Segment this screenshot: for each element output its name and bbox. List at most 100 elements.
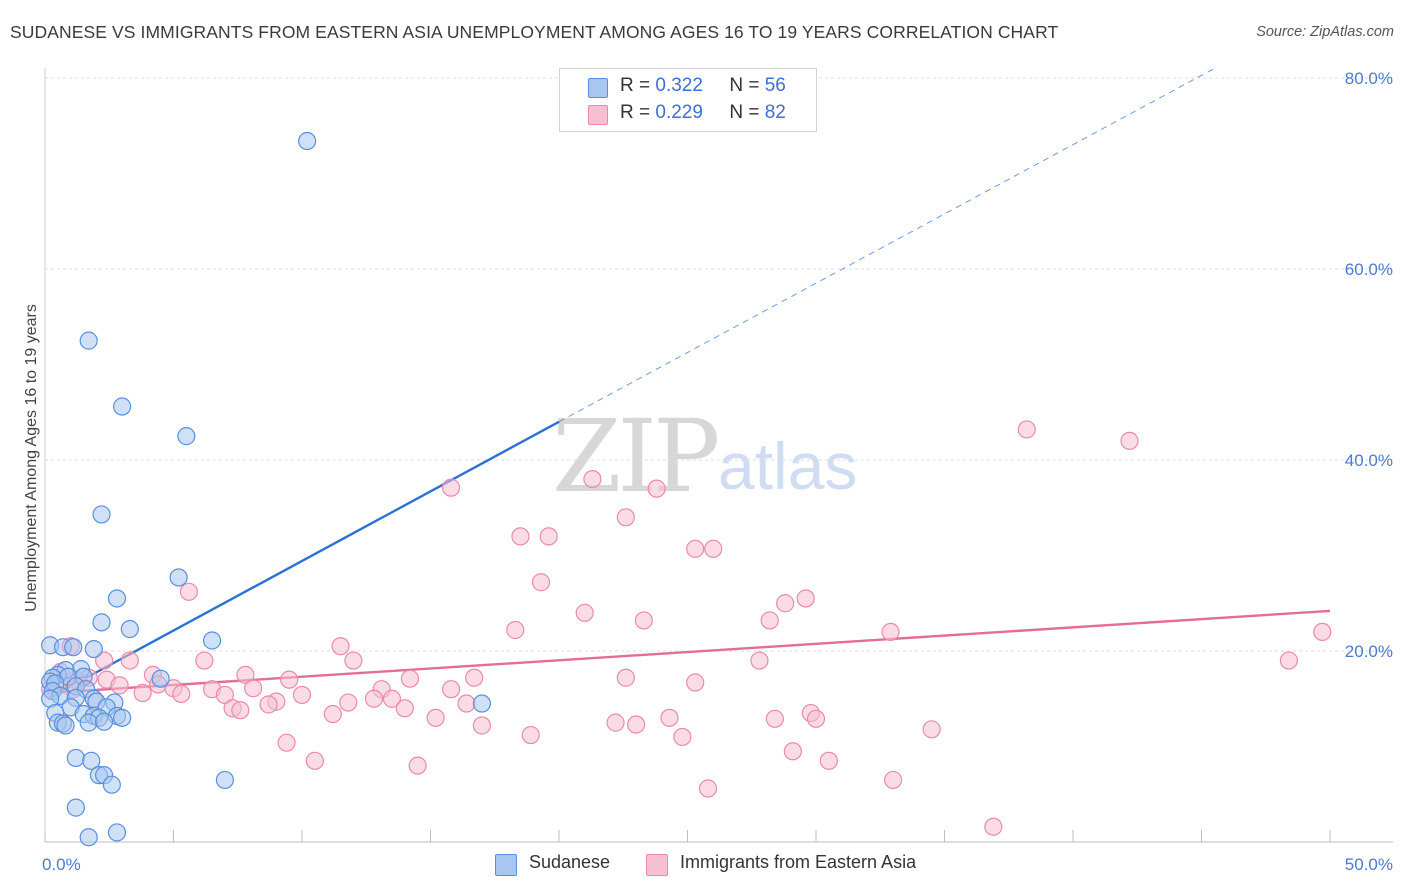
eastern-asia-point: [984, 817, 1003, 836]
eastern-asia-point: [172, 684, 191, 704]
eastern-asia-point: [120, 651, 139, 670]
eastern-asia-point: [400, 669, 420, 688]
eastern-asia-point: [110, 676, 129, 695]
legend-n-value: 56: [764, 75, 786, 96]
sudanese-point: [92, 505, 111, 524]
eastern-asia-point: [215, 685, 234, 705]
eastern-asia-point: [133, 683, 152, 703]
data-points: [41, 131, 1332, 847]
y-axis-title: Unemployment Among Ages 16 to 19 years: [23, 304, 40, 612]
sudanese-point: [92, 613, 111, 632]
eastern-asia-point: [783, 742, 802, 761]
legend-swatch-blue: [495, 854, 517, 876]
legend-label: Immigrants from Eastern Asia: [680, 852, 917, 872]
sudanese-point: [95, 712, 114, 731]
eastern-asia-point: [280, 670, 299, 689]
axes: [44, 68, 1393, 843]
eastern-asia-point: [1313, 622, 1332, 642]
sudanese-point: [120, 619, 139, 639]
eastern-asia-point: [616, 508, 635, 527]
watermark-atlas: atlas: [718, 429, 858, 503]
eastern-asia-point: [765, 709, 784, 728]
sudanese-point: [66, 798, 85, 817]
legend-n-label: N =: [729, 102, 760, 123]
eastern-asia-point: [660, 708, 679, 727]
eastern-asia-point: [236, 665, 255, 684]
sudanese-point: [84, 639, 103, 659]
legend-r-value: 0.229: [655, 102, 703, 123]
eastern-asia-point: [511, 527, 530, 546]
eastern-asia-point: [686, 539, 705, 558]
eastern-asia-point: [426, 708, 445, 727]
sudanese-point: [107, 823, 127, 842]
eastern-asia-point: [647, 479, 666, 498]
sudanese-point: [202, 631, 222, 650]
sudanese-point: [107, 589, 127, 608]
eastern-asia-point: [750, 651, 769, 670]
sudanese-point: [169, 568, 188, 587]
eastern-asia-point: [323, 704, 342, 724]
y-tick-label: 40.0%: [1345, 451, 1393, 470]
y-tick-label: 20.0%: [1345, 642, 1393, 661]
eastern-asia-point: [673, 727, 692, 747]
sudanese-point: [102, 775, 121, 794]
chart-title: SUDANESE VS IMMIGRANTS FROM EASTERN ASIA…: [10, 22, 1059, 42]
eastern-asia-point: [472, 716, 491, 735]
eastern-asia-point: [883, 770, 903, 790]
sudanese-point: [472, 694, 491, 713]
sudanese-point: [298, 131, 317, 151]
eastern-asia-point: [796, 589, 815, 608]
legend-r-label: R =: [620, 75, 651, 96]
eastern-asia-point: [195, 651, 214, 670]
legend-n-value: 82: [764, 102, 786, 123]
axis-labels: 20.0% 40.0% 60.0% 80.0% 0.0% 50.0% Unemploymen…: [23, 69, 1393, 874]
eastern-asia-trend-line: [47, 609, 1331, 695]
eastern-asia-point: [806, 709, 826, 728]
eastern-asia-point: [408, 756, 427, 775]
eastern-asia-point: [395, 699, 414, 718]
y-tick-label: 60.0%: [1345, 260, 1393, 279]
eastern-asia-point: [922, 720, 941, 739]
sudanese-trend-extension: [558, 68, 1215, 423]
eastern-asia-point: [305, 751, 324, 770]
legend-n-label: N =: [729, 75, 760, 96]
eastern-asia-point: [364, 689, 384, 708]
eastern-asia-point: [344, 651, 363, 670]
eastern-asia-point: [339, 693, 358, 712]
sudanese-point: [66, 748, 85, 768]
eastern-asia-point: [539, 527, 558, 546]
eastern-asia-point: [441, 680, 461, 699]
eastern-asia-point: [1279, 651, 1298, 670]
sudanese-point: [215, 770, 234, 790]
correlation-legend: R = 0.322 N = 56 R = 0.229 N = 82: [559, 68, 817, 132]
eastern-asia-point: [686, 673, 705, 692]
y-tick-label: 80.0%: [1345, 69, 1393, 88]
sudanese-point: [112, 708, 132, 727]
eastern-asia-point: [819, 751, 838, 770]
legend-swatch-pink: [646, 854, 668, 876]
legend-label: Sudanese: [529, 852, 611, 872]
eastern-asia-point: [259, 695, 278, 714]
eastern-asia-point: [616, 668, 635, 687]
eastern-asia-point: [506, 620, 525, 640]
eastern-asia-point: [776, 594, 795, 613]
eastern-asia-point: [1120, 431, 1139, 450]
eastern-asia-point: [457, 694, 476, 713]
sudanese-point: [82, 751, 101, 770]
eastern-asia-point: [626, 715, 646, 734]
source-label: Source: ZipAtlas.com: [1256, 24, 1394, 40]
eastern-asia-point: [331, 637, 350, 656]
eastern-asia-point: [292, 685, 312, 705]
eastern-asia-point: [465, 668, 484, 687]
eastern-asia-point: [277, 733, 296, 752]
eastern-asia-point: [441, 478, 461, 497]
sudanese-point: [64, 638, 83, 657]
sudanese-point: [79, 828, 98, 847]
legend-r-value: 0.322: [655, 75, 703, 96]
sudanese-point: [151, 669, 170, 688]
eastern-asia-point: [606, 713, 625, 732]
legend-r-label: R =: [620, 102, 651, 123]
x-tick-label: 50.0%: [1345, 855, 1393, 874]
sudanese-point: [112, 397, 132, 416]
eastern-asia-point: [760, 611, 779, 630]
